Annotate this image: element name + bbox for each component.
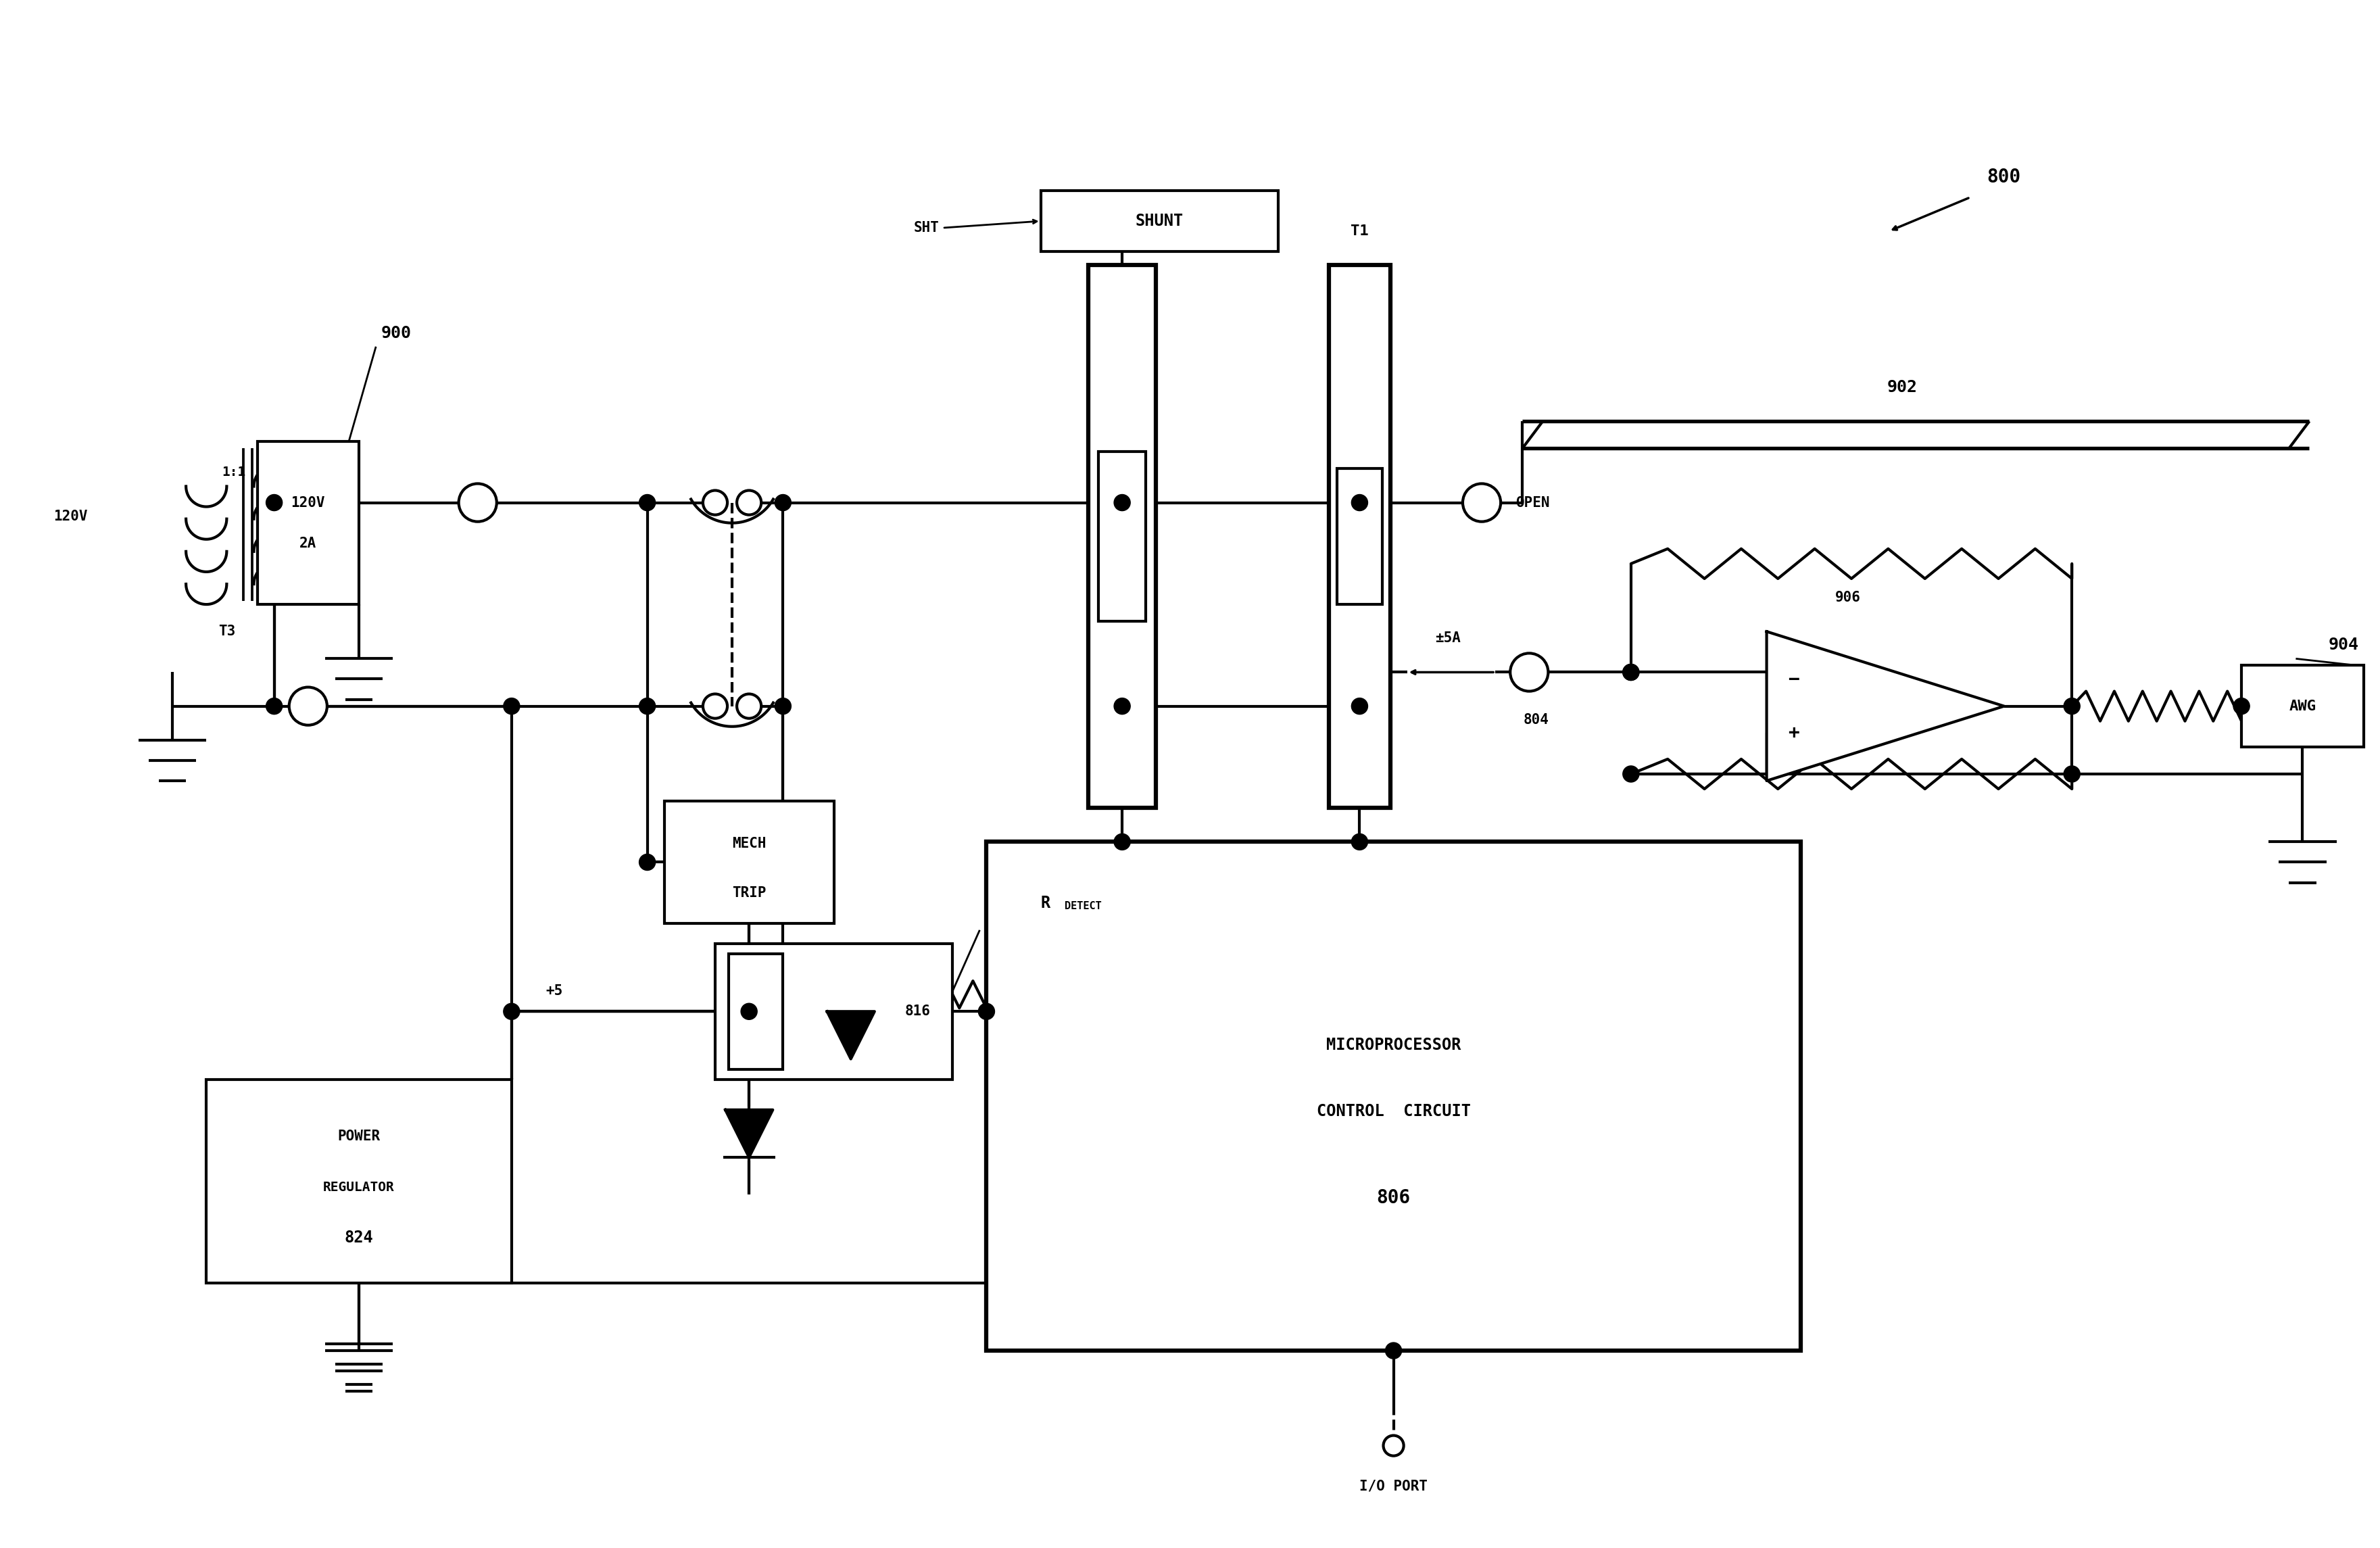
Text: 816: 816 (904, 1005, 931, 1019)
Circle shape (640, 494, 654, 511)
Circle shape (1383, 1435, 1404, 1455)
Text: POWER: POWER (338, 1130, 381, 1142)
Circle shape (1623, 664, 1640, 681)
Circle shape (2063, 698, 2080, 714)
Bar (985, 842, 1802, 1351)
Text: 800: 800 (1987, 167, 2021, 186)
Text: OPEN: OPEN (1516, 495, 1549, 509)
Text: 120V: 120V (290, 495, 326, 509)
Text: 1:1: 1:1 (221, 466, 245, 478)
Text: T2: T2 (1114, 224, 1130, 238)
Circle shape (740, 1003, 757, 1020)
Circle shape (505, 1003, 519, 1020)
Circle shape (738, 694, 762, 718)
Circle shape (2063, 766, 2080, 782)
Circle shape (459, 483, 497, 522)
Text: 120V: 120V (55, 509, 88, 523)
Bar (714, 944, 952, 1079)
Circle shape (1352, 698, 1368, 714)
Circle shape (640, 854, 654, 870)
Text: 2A: 2A (300, 537, 317, 550)
Text: 902: 902 (1887, 379, 1918, 395)
Bar (1328, 265, 1390, 808)
Text: 900: 900 (381, 325, 412, 341)
Circle shape (2232, 698, 2249, 714)
Text: T3: T3 (219, 625, 236, 638)
Circle shape (505, 698, 519, 714)
Text: REGULATOR: REGULATOR (324, 1181, 395, 1194)
Circle shape (288, 687, 326, 724)
Text: TRIP: TRIP (733, 885, 766, 899)
Polygon shape (726, 1110, 774, 1158)
Bar (728, 954, 783, 1070)
Text: SOLENOID: SOLENOID (985, 958, 1050, 971)
Polygon shape (1766, 632, 2004, 780)
Bar (1100, 452, 1145, 621)
Text: T1: T1 (1349, 224, 1368, 238)
Circle shape (1352, 834, 1368, 850)
Circle shape (1352, 494, 1368, 511)
Circle shape (1623, 664, 1640, 681)
Text: ±5A: ±5A (1435, 632, 1461, 646)
Circle shape (702, 491, 728, 515)
Circle shape (1623, 766, 1640, 782)
Circle shape (1511, 653, 1549, 692)
Circle shape (738, 491, 762, 515)
Bar (257, 441, 359, 604)
Polygon shape (828, 1011, 873, 1059)
Text: 804: 804 (1523, 714, 1549, 726)
Circle shape (1385, 1342, 1402, 1359)
Circle shape (267, 494, 283, 511)
Circle shape (978, 1003, 995, 1020)
Circle shape (776, 494, 790, 511)
Text: I/O PORT: I/O PORT (1359, 1480, 1428, 1494)
Text: MICROPROCESSOR: MICROPROCESSOR (1326, 1037, 1461, 1054)
Text: DETECT: DETECT (1064, 901, 1102, 912)
Bar (1088, 265, 1157, 808)
Text: +5: +5 (545, 985, 562, 998)
Text: SHT: SHT (914, 221, 940, 235)
Circle shape (1114, 494, 1130, 511)
Circle shape (1464, 483, 1502, 522)
Text: SHUNT: SHUNT (1135, 214, 1183, 229)
Circle shape (1114, 834, 1130, 850)
Circle shape (1114, 698, 1130, 714)
Text: 906: 906 (1835, 591, 1861, 604)
Circle shape (640, 698, 654, 714)
Text: 818: 818 (985, 916, 1011, 930)
Text: R: R (1040, 895, 1050, 912)
Text: AWG: AWG (2290, 700, 2316, 714)
Text: −: − (1787, 670, 1799, 689)
Text: CONTROL  CIRCUIT: CONTROL CIRCUIT (1316, 1104, 1471, 1119)
Text: 824: 824 (345, 1231, 374, 1246)
Circle shape (776, 698, 790, 714)
Bar (664, 802, 833, 923)
Bar (1040, 190, 1278, 252)
Text: +: + (1787, 723, 1799, 743)
Bar (1338, 469, 1383, 604)
Text: MECH: MECH (733, 837, 766, 851)
Text: 806: 806 (1376, 1189, 1411, 1207)
Text: 904: 904 (2328, 636, 2359, 653)
Circle shape (702, 694, 728, 718)
Bar (207, 1079, 512, 1283)
Bar (2242, 666, 2363, 746)
Circle shape (267, 698, 283, 714)
